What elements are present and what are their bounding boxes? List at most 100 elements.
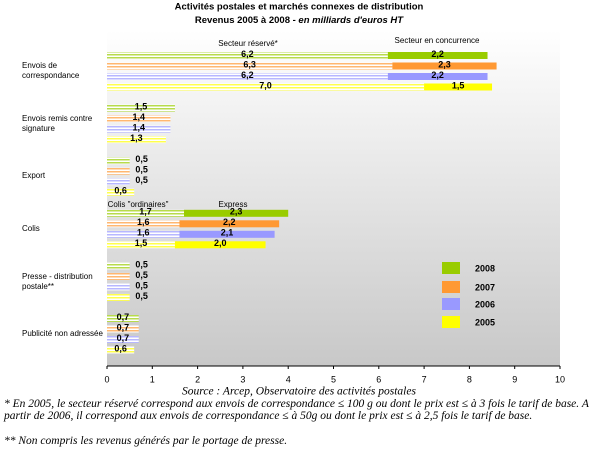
value-label: 6,2 (241, 49, 254, 59)
plot-area (107, 30, 560, 366)
legend-swatch (442, 316, 460, 328)
value-label: 0,5 (135, 165, 148, 175)
value-label: 1,7 (139, 207, 152, 217)
x-tick-label: 2 (195, 374, 200, 384)
value-label: 2,3 (438, 59, 451, 69)
legend-swatch (442, 262, 460, 274)
value-label: 2,2 (223, 217, 236, 227)
legend-label: 2006 (475, 299, 495, 309)
legend-label: 2007 (475, 282, 495, 292)
bar-segment (107, 115, 171, 123)
value-label: 2,2 (431, 49, 444, 59)
x-tick-label: 6 (376, 374, 381, 384)
x-tick-label: 0 (104, 374, 109, 384)
category-label: Envois remis contre signature (22, 113, 93, 133)
value-label: 1,4 (132, 122, 145, 132)
x-tick-label: 10 (555, 374, 565, 384)
bar-segment (174, 241, 266, 249)
value-label: 0,7 (117, 333, 130, 343)
value-label: 0,5 (135, 270, 148, 280)
bar-segment (424, 83, 493, 91)
bar-segment (107, 136, 166, 144)
annotation: Express (219, 200, 248, 209)
bar-segment (179, 220, 280, 228)
chart-title: Activités postales et marchés connexes d… (175, 2, 424, 13)
footnote: * En 2005, le secteur réservé correspond… (4, 398, 589, 422)
value-label: 1,4 (132, 112, 145, 122)
bar-segment (107, 125, 171, 133)
bar-segment (107, 325, 139, 333)
value-label: 1,5 (135, 101, 148, 111)
bar-segment (107, 336, 139, 343)
legend-swatch (442, 298, 460, 310)
value-label: 0,6 (114, 186, 127, 196)
legend-label: 2008 (475, 263, 495, 273)
value-label: 2,3 (230, 207, 243, 217)
subtitle: Revenus 2005 à 2008 - (195, 15, 299, 26)
category-label: Publicité non adressée (22, 329, 103, 339)
bar-segment (184, 209, 289, 217)
x-tick-label: 4 (286, 374, 291, 384)
bar-segment (107, 209, 185, 217)
bar-segment (107, 73, 388, 80)
bar-segment (387, 52, 488, 59)
value-label: 1,6 (137, 228, 150, 238)
x-tick-label: 7 (422, 374, 427, 384)
bar-segment (107, 188, 135, 196)
value-label: 6,3 (243, 59, 256, 69)
subtitle-italic: en milliards d'euros HT (298, 15, 404, 26)
bar-segment (107, 167, 130, 175)
x-tick-label: 8 (467, 374, 472, 384)
x-tick-label: 9 (512, 374, 517, 384)
bar-segment (392, 62, 497, 70)
x-tick-label: 1 (150, 374, 155, 384)
value-label: 1,6 (137, 217, 150, 227)
chart-subtitle: Revenus 2005 à 2008 - en milliards d'eur… (195, 15, 404, 26)
x-tick-label: 3 (240, 374, 245, 384)
bar-segment (179, 230, 275, 238)
annotation: Secteur en concurrence (395, 36, 480, 45)
bar-segment (107, 52, 388, 59)
bar-segment (107, 230, 180, 238)
value-label: 0,5 (135, 154, 148, 164)
value-label: 1,5 (452, 80, 465, 90)
value-label: 0,5 (135, 259, 148, 269)
category-label: Envois de correspondance (22, 61, 80, 81)
value-label: 6,2 (241, 70, 254, 80)
source: Source : Arcep, Observatoire des activit… (182, 386, 416, 398)
value-label: 7,0 (259, 80, 272, 90)
bar-segment (107, 262, 130, 270)
value-label: 2,0 (214, 238, 227, 248)
bar-segment (107, 315, 139, 322)
value-label: 0,5 (135, 175, 148, 185)
bar-segment (107, 83, 425, 91)
bar-segment (107, 272, 130, 280)
legend-label: 2005 (475, 317, 495, 327)
value-label: 2,1 (221, 228, 234, 238)
annotation: Colis "ordinaires" (108, 200, 169, 209)
value-label: 2,2 (431, 70, 444, 80)
value-label: 1,5 (135, 238, 148, 248)
bar-segment (107, 157, 130, 165)
value-label: 0,7 (117, 312, 130, 322)
annotation: Secteur réservé* (218, 39, 278, 48)
value-label: 0,6 (114, 343, 127, 353)
bar-segment (107, 178, 130, 186)
value-label: 0,5 (135, 291, 148, 301)
value-label: 0,5 (135, 280, 148, 290)
bar-segment (107, 104, 175, 112)
bar-segment (107, 293, 130, 301)
value-label: 1,3 (130, 133, 143, 143)
category-label: Colis (22, 224, 40, 234)
category-label: Presse - distribution postale** (22, 271, 93, 291)
bar-segment (107, 241, 175, 249)
category-label: Export (22, 171, 46, 181)
footnote: ** Non compris les revenus générés par l… (4, 435, 288, 447)
value-label: 0,7 (117, 322, 130, 332)
bar-segment (107, 346, 135, 354)
bar-segment (107, 62, 393, 70)
bar-segment (387, 73, 488, 80)
legend-swatch (442, 281, 460, 293)
